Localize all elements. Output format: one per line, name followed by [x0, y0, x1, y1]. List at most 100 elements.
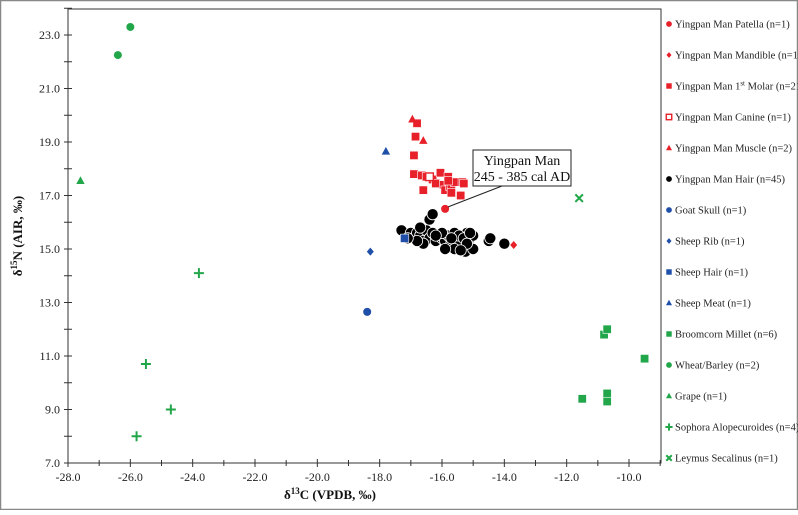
data-point: [193, 268, 204, 279]
data-point: [126, 22, 135, 31]
legend-item: Yingpan Man Hair (n=45): [666, 175, 786, 186]
series-yingpan-man-muscle-n-2: [408, 114, 428, 144]
series-goat-skull-n-1: [363, 307, 372, 316]
data-point: [426, 208, 439, 221]
data-point: [577, 394, 587, 404]
series-sophora-alopecuroides-n-4: [131, 268, 204, 442]
y-tick-label: 21.0: [39, 82, 60, 96]
series-wheat-barley-n-2: [113, 22, 135, 60]
x-tick-label: -18.0: [367, 470, 392, 484]
series-yingpan-man-patella-n-1: [441, 204, 450, 213]
x-tick-label: -16.0: [430, 470, 455, 484]
legend-marker: [666, 362, 672, 368]
legend-label: Sheep Meat (n=1): [675, 299, 751, 310]
legend-item: Yingpan Man 1st Molar (n=21): [665, 80, 798, 93]
plot-frame: [67, 8, 662, 464]
legend-marker: [666, 207, 672, 213]
legend-marker: [665, 330, 673, 338]
data-point: [602, 388, 612, 398]
legend-label: Grape (n=1): [675, 392, 727, 403]
legend-item: Yingpan Man Muscle (n=2): [665, 144, 793, 155]
data-point: [140, 359, 151, 370]
legend-item: Leymus Secalinus (n=1): [665, 454, 778, 465]
data-point: [414, 221, 427, 234]
data-point: [498, 237, 511, 250]
legend-marker: [665, 454, 673, 462]
annotation-text: 245 - 385 cal AD: [474, 170, 570, 185]
data-point: [409, 169, 419, 179]
legend-item: Sheep Meat (n=1): [665, 299, 751, 310]
data-point: [441, 204, 450, 213]
legend-marker: [665, 392, 673, 399]
legend-marker: [665, 144, 673, 151]
legend-label: Broomcorn Millet (n=6): [675, 330, 778, 341]
legend-marker: [666, 21, 672, 27]
series-sheep-meat-n-1: [381, 146, 391, 155]
y-tick-label: 23.0: [39, 28, 60, 42]
y-tick-label: 11.0: [39, 349, 60, 363]
y-tick-label: 13.0: [39, 296, 60, 310]
series-broomcorn-millet-n-6: [577, 324, 650, 406]
data-point: [76, 176, 85, 184]
data-point: [445, 232, 458, 245]
data-point: [366, 247, 374, 256]
data-point: [381, 146, 391, 155]
data-point: [408, 114, 417, 123]
legend-marker: [666, 238, 672, 244]
legend-marker: [666, 52, 672, 58]
data-point: [400, 233, 410, 243]
data-point: [602, 396, 612, 406]
x-tick-label: -20.0: [305, 470, 330, 484]
data-point: [419, 136, 428, 144]
data-point: [484, 232, 497, 245]
series-yingpan-man-mandible-n-1: [510, 240, 518, 249]
legend-item: Sophora Alopecuroides (n=4): [665, 423, 798, 434]
data-point: [459, 178, 469, 188]
legend-item: Goat Skull (n=1): [666, 206, 747, 217]
legend-label: Sophora Alopecuroides (n=4): [675, 423, 798, 434]
data-point: [113, 51, 122, 60]
data-point: [418, 185, 428, 195]
data-point: [131, 431, 142, 442]
y-tick-label: 7.0: [45, 456, 60, 470]
series-yingpan-man-hair-n-45: [395, 208, 511, 258]
series-sheep-hair-n-1: [400, 233, 410, 243]
legend-label: Yingpan Man 1st Molar (n=21): [675, 80, 798, 93]
legend-marker: [665, 268, 673, 276]
legend-label: Sheep Rib (n=1): [675, 237, 745, 248]
legend-item: Sheep Rib (n=1): [666, 237, 745, 248]
data-point: [510, 240, 518, 249]
legend-marker: [665, 423, 673, 431]
legend-label: Goat Skull (n=1): [675, 206, 747, 217]
y-tick-label: 9.0: [45, 403, 60, 417]
legend-item: Wheat/Barley (n=2): [666, 361, 760, 372]
y-tick-label: 17.0: [39, 189, 60, 203]
data-point: [439, 242, 452, 255]
legend-label: Sheep Hair (n=1): [675, 268, 748, 279]
x-tick-label: -12.0: [554, 470, 579, 484]
legend-item: Yingpan Man Canine (n=1): [665, 113, 791, 124]
data-point: [429, 229, 442, 242]
x-tick-label: -24.0: [180, 470, 205, 484]
legend-label: Wheat/Barley (n=2): [675, 361, 760, 372]
annotation-leader-line: [447, 185, 503, 208]
data-point: [456, 191, 466, 201]
series-sheep-rib-n-1: [366, 247, 374, 256]
series-grape-n-1: [76, 176, 85, 184]
x-tick-label: -28.0: [56, 470, 81, 484]
data-point: [464, 226, 477, 239]
legend-label: Leymus Secalinus (n=1): [675, 454, 778, 465]
x-tick-label: -14.0: [492, 470, 517, 484]
series-leymus-secalinus-n-1: [574, 193, 584, 203]
annotation-text: Yingpan Man: [484, 154, 561, 169]
y-tick-label: 19.0: [39, 135, 60, 149]
y-tick-label: 15.0: [39, 242, 60, 256]
legend-label: Yingpan Man Mandible (n=1): [675, 51, 798, 62]
annotation-box: [472, 149, 572, 187]
series-yingpan-man-canine-n-1: [425, 172, 435, 182]
legend-marker: [666, 176, 672, 182]
data-point: [640, 354, 650, 364]
data-point: [165, 404, 176, 415]
legend-item: Yingpan Man Mandible (n=1): [666, 51, 798, 62]
